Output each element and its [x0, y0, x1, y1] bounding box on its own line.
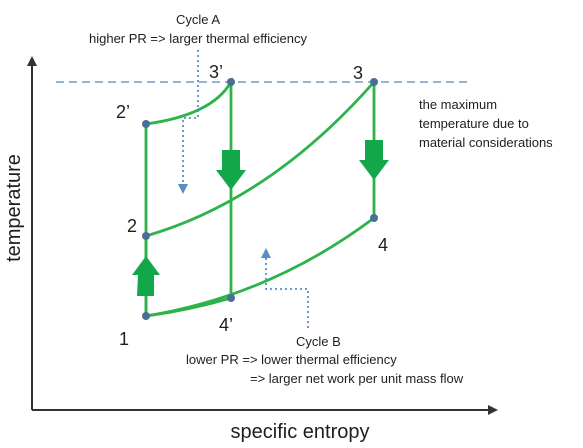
max-temp-note-line-3: material considerations: [419, 135, 553, 150]
state-point-2-marker: [142, 232, 150, 240]
state-point-4-prime-marker: [227, 294, 235, 302]
label-point-4-prime: 4’: [219, 315, 233, 335]
cycle-b-description-2: => larger net work per unit mass flow: [250, 371, 464, 386]
expansion-arrow-b: [359, 140, 389, 180]
cycle-b-title: Cycle B: [296, 334, 341, 349]
state-point-2-prime-marker: [142, 120, 150, 128]
cycle-a-curve: [144, 76, 233, 318]
label-point-2: 2: [127, 216, 137, 236]
label-point-2-prime: 2’: [116, 102, 130, 122]
state-point-4-marker: [370, 214, 378, 222]
max-temp-note-line-2: temperature due to: [419, 116, 529, 131]
state-point-3-prime-marker: [227, 78, 235, 86]
label-point-4: 4: [378, 235, 388, 255]
label-point-3-prime: 3’: [209, 62, 223, 82]
x-axis-label: specific entropy: [231, 421, 370, 443]
y-axis-label: temperature: [3, 154, 25, 262]
cycle-b-description-1: lower PR => lower thermal efficiency: [186, 352, 397, 367]
compression-arrow: [132, 256, 160, 296]
max-temp-note-line-1: the maximum: [419, 97, 497, 112]
cycle-a-description: higher PR => larger thermal efficiency: [89, 31, 307, 46]
cycle-a-title: Cycle A: [176, 12, 220, 27]
label-point-3: 3: [353, 63, 363, 83]
expansion-arrow-a: [216, 150, 246, 190]
cycle-b-leader: [261, 248, 309, 328]
state-point-1-marker: [142, 312, 150, 320]
cycle-a-leader: [178, 50, 199, 194]
label-point-1: 1: [119, 329, 129, 349]
state-point-3-marker: [370, 78, 378, 86]
